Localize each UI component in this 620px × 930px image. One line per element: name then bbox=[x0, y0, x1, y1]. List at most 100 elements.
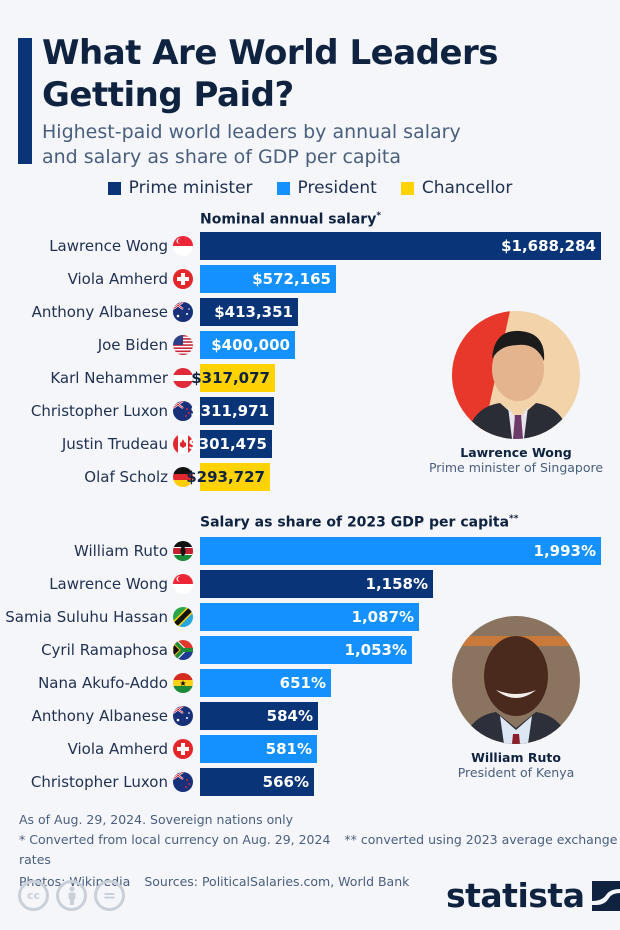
bar-label: Karl Nehammer bbox=[50, 369, 168, 387]
portrait-william-ruto bbox=[452, 616, 580, 744]
legend-item-president: President bbox=[276, 178, 377, 198]
sources: Sources: PoliticalSalaries.com, World Ba… bbox=[144, 874, 410, 889]
bar-value: $413,351 bbox=[214, 303, 293, 321]
footnote-mark: ** bbox=[509, 514, 519, 524]
bar-row: Nana Akufo-Addo 651% bbox=[0, 669, 620, 697]
flag-canada-icon bbox=[173, 434, 193, 454]
bar-president: 1,053% bbox=[200, 636, 412, 664]
bar-president: 1,087% bbox=[200, 603, 419, 631]
salary-chart-title-text: Nominal annual salary bbox=[200, 211, 377, 228]
footnote-1: * Converted from local currency on Aug. … bbox=[19, 832, 331, 847]
bar-value: $572,165 bbox=[252, 270, 331, 288]
bar-label: Nana Akufo-Addo bbox=[38, 674, 168, 692]
legend-item-chancellor: Chancellor bbox=[400, 178, 512, 198]
bar-value: 584% bbox=[266, 707, 313, 725]
legend: Prime minister President Chancellor bbox=[0, 178, 620, 198]
bar-label: Viola Amherd bbox=[67, 270, 168, 288]
legend-swatch-chancellor bbox=[400, 181, 414, 195]
gdp-share-chart-title-text: Salary as share of 2023 GDP per capita bbox=[200, 514, 510, 531]
bar-row: Christopher Luxon 566% bbox=[0, 768, 620, 796]
subtitle-line-2: and salary as share of GDP per capita bbox=[42, 146, 401, 168]
bar-row: Lawrence Wong $1,688,284 bbox=[0, 232, 620, 260]
bar-row: William Ruto 1,993% bbox=[0, 537, 620, 565]
logo-text: statista bbox=[446, 876, 585, 915]
subtitle: Highest-paid world leaders by annual sal… bbox=[42, 120, 461, 170]
legend-label: President bbox=[297, 178, 377, 198]
flag-australia-icon bbox=[173, 302, 193, 322]
bar-value: 581% bbox=[265, 740, 312, 758]
bar-label: Lawrence Wong bbox=[49, 575, 168, 593]
bar-label: Anthony Albanese bbox=[31, 303, 168, 321]
bar-president: $572,165 bbox=[200, 265, 336, 293]
flag-singapore-icon bbox=[173, 574, 193, 594]
bar-chancellor: $317,077 bbox=[191, 364, 275, 392]
bar-value: 651% bbox=[279, 674, 326, 692]
bar-row: Anthony Albanese 584% bbox=[0, 702, 620, 730]
portrait-role: President of Kenya bbox=[457, 765, 575, 780]
no-derivatives-icon[interactable]: = bbox=[94, 880, 125, 911]
bar-row: Anthony Albanese $413,351 bbox=[0, 298, 620, 326]
flag-kenya-icon bbox=[173, 541, 193, 561]
bar-label: Christopher Luxon bbox=[30, 773, 168, 791]
legend-item-prime-minister: Prime minister bbox=[107, 178, 253, 198]
bar-prime-minister: 584% bbox=[200, 702, 318, 730]
bar-value: 1,158% bbox=[365, 575, 428, 593]
statista-logo[interactable]: statista bbox=[446, 876, 620, 915]
flag-switzerland-icon bbox=[173, 739, 193, 759]
legend-label: Prime minister bbox=[128, 178, 253, 198]
bar-label: Justin Trudeau bbox=[61, 435, 168, 453]
flag-switzerland-icon bbox=[173, 269, 193, 289]
gdp-share-chart-title: Salary as share of 2023 GDP per capita** bbox=[200, 514, 518, 531]
bar-label: Viola Amherd bbox=[67, 740, 168, 758]
flag-south-africa-icon bbox=[173, 640, 193, 660]
bar-value: 1,993% bbox=[533, 542, 596, 560]
footer-notes: As of Aug. 29, 2024. Sovereign nations o… bbox=[19, 810, 620, 892]
legend-swatch-prime-minister bbox=[107, 181, 121, 195]
salary-chart-title: Nominal annual salary* bbox=[200, 211, 381, 228]
person-photo-icon bbox=[452, 616, 580, 744]
flag-australia-icon bbox=[173, 706, 193, 726]
bar-label: Joe Biden bbox=[97, 336, 168, 354]
attribution-icon[interactable] bbox=[56, 880, 87, 911]
bar-president: 651% bbox=[200, 669, 331, 697]
bar-president: 581% bbox=[200, 735, 317, 763]
flag-tanzania-icon bbox=[173, 607, 193, 627]
bar-value: 566% bbox=[262, 773, 309, 791]
bar-president: $400,000 bbox=[200, 331, 295, 359]
bar-value: $311,971 bbox=[190, 402, 269, 420]
bar-row: Viola Amherd 581% bbox=[0, 735, 620, 763]
portrait-name: Lawrence Wong bbox=[460, 445, 572, 460]
bar-label: Anthony Albanese bbox=[31, 707, 168, 725]
flag-singapore-icon bbox=[173, 236, 193, 256]
bar-row: Joe Biden $400,000 bbox=[0, 331, 620, 359]
bar-value: $317,077 bbox=[191, 369, 270, 387]
bar-row: Cyril Ramaphosa 1,053% bbox=[0, 636, 620, 664]
flag-new-zealand-icon bbox=[173, 772, 193, 792]
bar-value: 1,087% bbox=[351, 608, 414, 626]
bar-row: Karl Nehammer $317,077 bbox=[0, 364, 620, 392]
bar-value: $293,727 bbox=[186, 468, 265, 486]
flag-ghana-icon bbox=[173, 673, 193, 693]
bar-label: Christopher Luxon bbox=[30, 402, 168, 420]
bar-value: $400,000 bbox=[211, 336, 290, 354]
flag-germany-icon bbox=[173, 467, 193, 487]
portrait-lawrence-wong bbox=[452, 311, 580, 439]
bar-label: Olaf Scholz bbox=[84, 468, 168, 486]
bar-row: Justin Trudeau $301,475 bbox=[0, 430, 620, 458]
statista-logo-icon bbox=[592, 880, 620, 911]
bar-prime-minister: $413,351 bbox=[200, 298, 298, 326]
bar-row: Samia Suluhu Hassan 1,087% bbox=[0, 603, 620, 631]
portrait-role: Prime minister of Singapore bbox=[428, 460, 604, 475]
cc-icon[interactable]: cc bbox=[18, 880, 49, 911]
bar-value: $301,475 bbox=[188, 435, 267, 453]
footnote-2: ** converted using 2023 average exchange… bbox=[19, 832, 618, 867]
subtitle-line-1: Highest-paid world leaders by annual sal… bbox=[42, 121, 461, 143]
footer-note: As of Aug. 29, 2024. Sovereign nations o… bbox=[19, 812, 294, 827]
flag-united-states-icon bbox=[173, 335, 193, 355]
bar-row: Viola Amherd $572,165 bbox=[0, 265, 620, 293]
bar-president: 1,993% bbox=[200, 537, 601, 565]
bar-label: Cyril Ramaphosa bbox=[41, 641, 168, 659]
bar-value: $1,688,284 bbox=[501, 237, 596, 255]
bar-value: 1,053% bbox=[344, 641, 407, 659]
bar-row: Olaf Scholz $293,727 bbox=[0, 463, 620, 491]
